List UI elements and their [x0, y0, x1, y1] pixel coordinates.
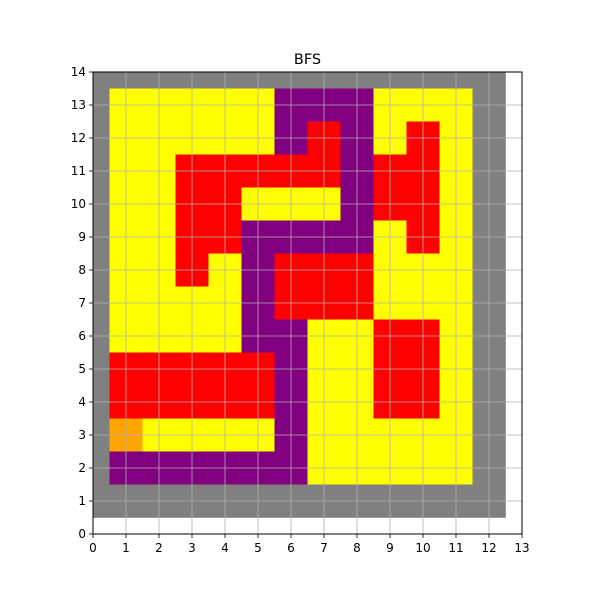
- y-tick-label: 13: [71, 98, 86, 112]
- x-tick-label: 1: [122, 541, 130, 555]
- x-tick-label: 3: [188, 541, 196, 555]
- y-tick-label: 5: [78, 362, 86, 376]
- y-tick-label: 1: [78, 494, 86, 508]
- y-tick-label: 7: [78, 296, 86, 310]
- y-tick-label: 9: [78, 230, 86, 244]
- x-tick-label: 2: [155, 541, 163, 555]
- x-tick-label: 12: [481, 541, 496, 555]
- x-tick-label: 10: [415, 541, 430, 555]
- x-tick-label: 6: [287, 541, 295, 555]
- x-tick-label: 13: [514, 541, 529, 555]
- y-tick-label: 2: [78, 461, 86, 475]
- x-tick-label: 5: [254, 541, 262, 555]
- chart-title: BFS: [294, 52, 321, 68]
- y-tick-label: 3: [78, 428, 86, 442]
- y-tick-label: 10: [71, 197, 86, 211]
- x-tick-label: 7: [320, 541, 328, 555]
- x-tick-label: 0: [89, 541, 97, 555]
- y-tick-label: 4: [78, 395, 86, 409]
- y-tick-label: 12: [71, 131, 86, 145]
- y-tick-label: 8: [78, 263, 86, 277]
- y-tick-label: 11: [71, 164, 86, 178]
- y-tick-label: 14: [71, 65, 86, 79]
- x-tick-label: 11: [448, 541, 463, 555]
- x-tick-label: 9: [386, 541, 394, 555]
- x-axis: 0 1 2 3 4 5 6 7 8 9 10 11 12 13: [89, 534, 530, 555]
- x-tick-label: 8: [353, 541, 361, 555]
- y-tick-label: 0: [78, 527, 86, 541]
- x-tick-label: 4: [221, 541, 229, 555]
- grid-cells: [93, 72, 506, 518]
- y-tick-label: 6: [78, 329, 86, 343]
- grid-cell: [93, 72, 110, 89]
